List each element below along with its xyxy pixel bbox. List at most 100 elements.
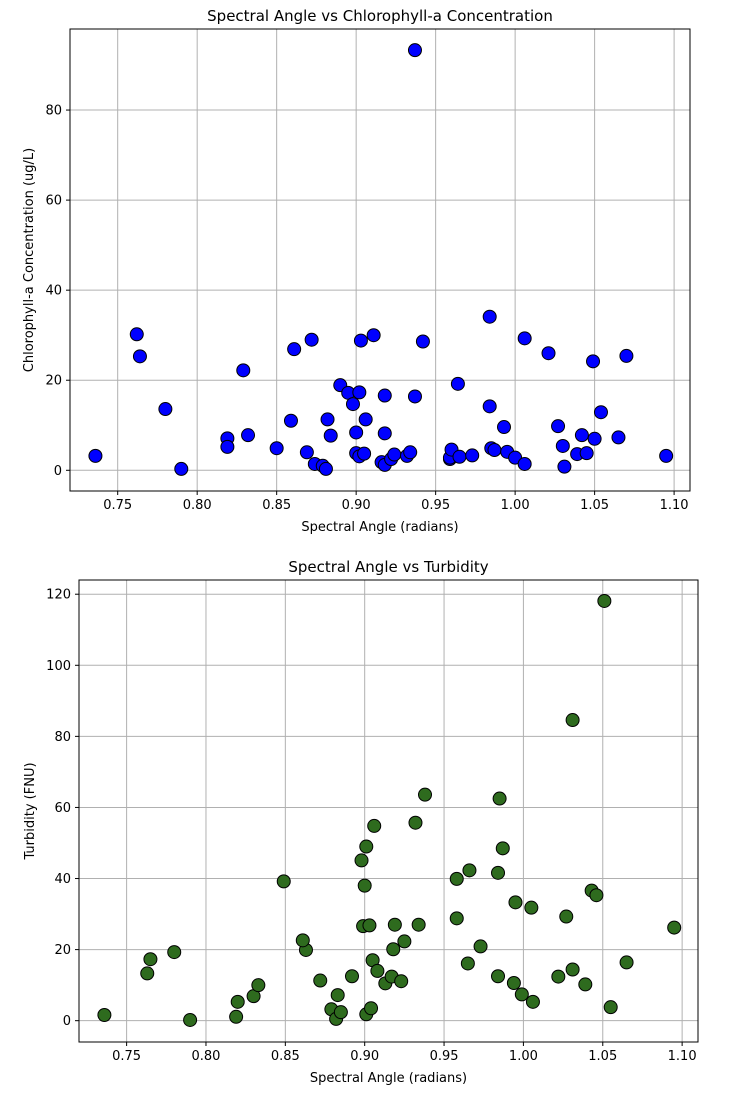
- chart1-data-point: [587, 431, 602, 446]
- chart1-title: Spectral Angle vs Chlorophyll-a Concentr…: [207, 7, 553, 25]
- chart2-data-point: [495, 841, 510, 856]
- chart2-data-point: [462, 863, 477, 878]
- chart2-data-point: [359, 839, 374, 854]
- chart1-data-point: [357, 446, 372, 461]
- chart2-data-point: [367, 818, 382, 833]
- chart2-data-point: [603, 1000, 618, 1015]
- chart1-y-tick-label: 0: [54, 464, 62, 479]
- chart2-data-point: [619, 955, 634, 970]
- chart1-data-point: [283, 413, 298, 428]
- chart1-data-point: [88, 448, 103, 463]
- chart1-x-axis-label: Spectral Angle (radians): [301, 520, 458, 535]
- chart2-data-point: [276, 874, 291, 889]
- chart2-data-point: [97, 1007, 112, 1022]
- chart1-data-point: [487, 443, 502, 458]
- chart2-x-tick-label: 0.80: [191, 1049, 220, 1064]
- chart2-data-point: [295, 933, 310, 948]
- chart1-data-point: [349, 425, 364, 440]
- chart1-data-point: [323, 428, 338, 443]
- chart1-data-point: [287, 342, 302, 357]
- chart1-data-point: [415, 334, 430, 349]
- chart2-data-point: [460, 956, 475, 971]
- chart1-data-point: [541, 346, 556, 361]
- chart1-data-point: [269, 441, 284, 456]
- chart2-y-tick-label: 80: [54, 730, 71, 745]
- chart2-data-point: [449, 871, 464, 886]
- chart2-data-point: [491, 969, 506, 984]
- chart2-data-point: [565, 962, 580, 977]
- chart2-data-point: [411, 917, 426, 932]
- chart2-data-point: [418, 787, 433, 802]
- chart1-data-point: [407, 43, 422, 58]
- chart1-data-point: [465, 448, 480, 463]
- chart2-x-axis-label: Spectral Angle (radians): [310, 1071, 467, 1086]
- chart1-data-point: [619, 348, 634, 363]
- chart1-points: [88, 43, 674, 476]
- chart2-data-point: [578, 977, 593, 992]
- chart1-data-point: [579, 446, 594, 461]
- chart1-data-point: [318, 461, 333, 476]
- chart1-plot-frame: [69, 28, 691, 492]
- chart1-data-point: [497, 420, 511, 435]
- chart1-data-point: [517, 331, 532, 346]
- chart1-data-point: [304, 332, 319, 347]
- chart2-data-point: [386, 942, 401, 957]
- chart2-y-tick-label: 120: [46, 588, 71, 603]
- chart1-data-point: [377, 426, 392, 441]
- chart1-data-point: [586, 354, 601, 369]
- chart2-data-point: [354, 853, 369, 868]
- chart2-data-point: [140, 966, 155, 981]
- chart2-y-tick-label: 40: [54, 872, 71, 887]
- chart1-data-point: [320, 412, 335, 427]
- chart2-x-tick-label: 0.75: [112, 1049, 141, 1064]
- chart2-data-point: [143, 952, 158, 967]
- chart1-data-point: [236, 363, 251, 378]
- chart2-data-point: [559, 909, 574, 924]
- chart1-x-tick-label: 0.95: [421, 498, 450, 513]
- chart1-y-tick-label: 60: [45, 194, 62, 209]
- chart2-y-tick-label: 60: [54, 801, 71, 816]
- turbidity-chart: 0.75 0.80 0.85 0.90 0.95 1.00 1.05 1.10 0 20 40 60 8…: [23, 558, 699, 1086]
- chart1-data-point: [353, 333, 368, 348]
- chart2-x-tick-label: 1.05: [588, 1049, 617, 1064]
- chart1-x-tick-label: 0.90: [342, 498, 371, 513]
- chart2-data-point: [330, 988, 345, 1003]
- chart1-x-tick-label: 0.85: [262, 498, 291, 513]
- chart2-data-point: [229, 1009, 244, 1024]
- chart2-data-point: [491, 865, 506, 880]
- chart1-y-tick-label: 80: [45, 104, 62, 119]
- chart1-data-point: [352, 385, 367, 400]
- chart2-y-tick-label: 20: [54, 943, 71, 958]
- chart1-y-axis-label: Chlorophyll-a Concentration (ug/L): [22, 148, 37, 372]
- chart1-data-point: [593, 405, 608, 420]
- chart1-grid: [70, 29, 690, 491]
- chart2-x-tick-label: 0.95: [430, 1049, 459, 1064]
- chart2-y-tick-label: 0: [63, 1014, 71, 1029]
- chart1-data-point: [377, 388, 392, 403]
- chart2-data-point: [473, 939, 488, 954]
- chart2-x-tick-label: 0.85: [271, 1049, 300, 1064]
- chart1-y-tick-label: 20: [45, 374, 62, 389]
- chart2-data-point: [397, 934, 412, 949]
- chart2-data-point: [524, 900, 539, 915]
- chart2-data-point: [313, 973, 328, 988]
- chart1-data-point: [482, 309, 497, 324]
- chart2-data-point: [667, 920, 682, 935]
- chart1-data-point: [517, 456, 532, 471]
- chart1-data-point: [574, 428, 589, 443]
- chart1-data-point: [659, 448, 674, 463]
- chart1-x-tick-label: 1.10: [660, 498, 689, 513]
- chart2-ticks: 0.75 0.80 0.85 0.90 0.95 1.00 1.05 1.10 0 20 40 60 8…: [46, 588, 696, 1064]
- chart2-y-tick-label: 100: [46, 659, 71, 674]
- chart1-x-tick-label: 0.80: [183, 498, 212, 513]
- chart1-x-tick-label: 1.00: [501, 498, 530, 513]
- chart1-data-point: [241, 428, 256, 443]
- chart1-ticks: 0.75 0.80 0.85 0.90 0.95 1.00 1.05 1.10 0 20 40 60 8…: [45, 104, 688, 513]
- chart1-data-point: [158, 402, 173, 417]
- chart1-data-point: [299, 445, 314, 460]
- chlorophyll-chart: 0.75 0.80 0.85 0.90 0.95 1.00 1.05 1.10 0 20 40 60 8…: [22, 7, 691, 535]
- chart2-data-point: [492, 791, 507, 806]
- chart2-data-point: [565, 713, 580, 728]
- chart2-data-point: [364, 1001, 379, 1016]
- chart2-data-point: [344, 969, 359, 984]
